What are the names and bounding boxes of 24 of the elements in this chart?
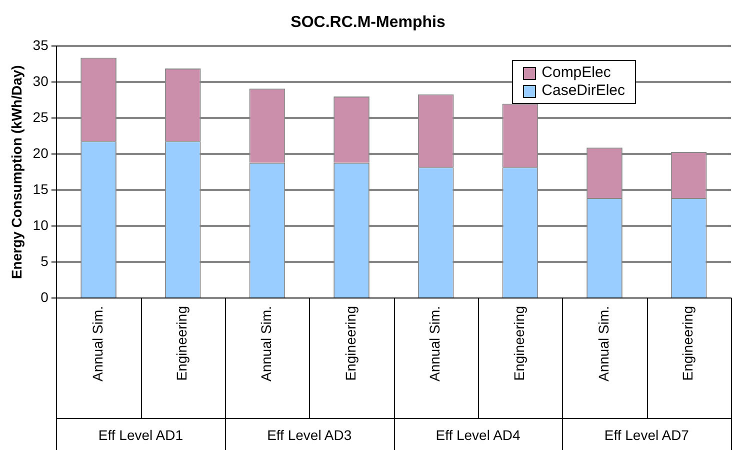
y-tick-label: 20: [32, 144, 49, 161]
text: Eff Level AD1: [98, 426, 184, 443]
y-tick-label: 35: [32, 37, 49, 54]
x-tick-label: Annual Sim.: [89, 306, 106, 382]
text: Eff Level AD3: [267, 426, 352, 443]
x-tick-label: Engineering: [342, 306, 358, 381]
y-tick-label: 30: [32, 73, 49, 90]
x-tick-label: Engineering: [511, 306, 528, 381]
text: Eff Level AD7: [604, 426, 690, 443]
y-tick-label: 25: [32, 109, 49, 125]
y-tick-label: 5: [40, 252, 49, 269]
y-tick-label: 15: [32, 180, 49, 197]
x-tick-label: Engineering: [680, 306, 696, 381]
legend-label: CaseDirElec: [542, 82, 625, 100]
y-axis-title: Energy Consumption (kWh/Day): [8, 65, 24, 280]
chart-title: SOC.RC.M-Memphis: [290, 14, 446, 32]
x-tick-label: Engineering: [174, 306, 190, 381]
x-tick-label: Annual Sim.: [595, 306, 612, 382]
x-tick-label: Annual Sim.: [426, 306, 443, 382]
legend-label: CompElec: [542, 64, 611, 82]
x-tick-label: Annual Sim.: [258, 306, 274, 382]
y-tick-label: 10: [32, 216, 49, 233]
text: Eff Level AD4: [436, 426, 521, 443]
y-tick-label: 0: [40, 288, 49, 305]
